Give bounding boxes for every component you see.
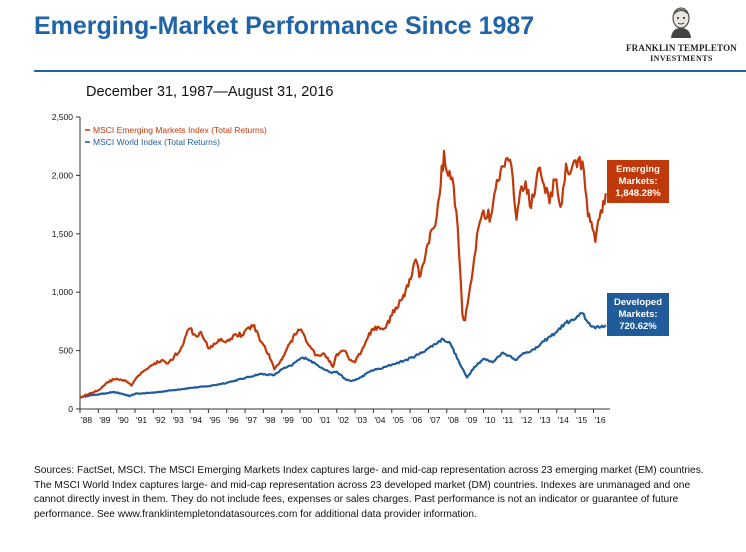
- x-tick-label: '99: [283, 415, 294, 425]
- x-tick-label: '16: [594, 415, 605, 425]
- chart-lines: [79, 149, 607, 399]
- x-tick-label: '13: [539, 415, 550, 425]
- x-tick-label: '88: [81, 415, 92, 425]
- callout-text: 1,848.28%: [615, 188, 661, 199]
- date-range-subtitle: December 31, 1987—August 31, 2016: [86, 84, 334, 100]
- x-tick-label: '12: [521, 415, 532, 425]
- title-divider: [34, 70, 746, 72]
- callout-box: [607, 293, 669, 336]
- franklin-portrait-icon: [671, 7, 691, 38]
- x-tick-label: '93: [173, 415, 184, 425]
- x-tick-label: '95: [209, 415, 220, 425]
- x-tick-label: '11: [503, 415, 514, 425]
- y-tick-label: 2,500: [52, 112, 74, 122]
- legend-label: MSCI World Index (Total Returns): [93, 137, 220, 147]
- y-tick-label: 0: [68, 404, 73, 414]
- legend-label: MSCI Emerging Markets Index (Total Retur…: [93, 125, 267, 135]
- x-tick-label: '08: [448, 415, 459, 425]
- x-tick-label: '07: [429, 415, 440, 425]
- callout-text: Markets:: [618, 176, 657, 187]
- x-tick-label: '98: [264, 415, 275, 425]
- chart-legend: MSCI Emerging Markets Index (Total Retur…: [85, 125, 267, 147]
- x-tick-label: '14: [558, 415, 569, 425]
- chart-axes: 0 500 1,000 1,500 2,000 2,500 '88 '89 '90 '91 '92 '…: [52, 112, 610, 425]
- x-tick-label: '91: [136, 415, 147, 425]
- y-tick-label: 2,000: [52, 170, 74, 180]
- franklin-templeton-logo: FRANKLIN TEMPLETON INVESTMENTS: [624, 6, 739, 64]
- x-tick-label: '10: [484, 415, 495, 425]
- series-line: [79, 149, 607, 399]
- logo-name: FRANKLIN TEMPLETON: [625, 43, 738, 53]
- page-title: Emerging-Market Performance Since 1987: [34, 12, 535, 40]
- y-tick-label: 1,000: [52, 287, 74, 297]
- callout-text: Emerging: [616, 164, 660, 175]
- x-tick-label: '00: [301, 415, 312, 425]
- x-tick-label: '04: [374, 415, 385, 425]
- series-line: [79, 312, 607, 399]
- x-tick-label: '97: [246, 415, 257, 425]
- sources-footnote: Sources: FactSet, MSCI. The MSCI Emergin…: [34, 465, 704, 520]
- chart-callouts: EmergingMarkets:1,848.28%DevelopedMarket…: [607, 160, 669, 336]
- x-tick-label: '92: [154, 415, 165, 425]
- x-tick-label: '02: [338, 415, 349, 425]
- callout-text: Developed: [614, 297, 662, 308]
- x-tick-label: '94: [191, 415, 202, 425]
- x-tick-label: '06: [411, 415, 422, 425]
- x-tick-label: '03: [356, 415, 367, 425]
- y-tick-label: 500: [59, 346, 73, 356]
- x-tick-label: '15: [576, 415, 587, 425]
- x-tick-label: '89: [99, 415, 110, 425]
- x-tick-label: '09: [466, 415, 477, 425]
- callout-box: [607, 160, 669, 203]
- callout-text: Markets:: [618, 309, 657, 320]
- logo-subname: INVESTMENTS: [650, 54, 713, 63]
- x-tick-label: '05: [393, 415, 404, 425]
- y-tick-label: 1,500: [52, 229, 74, 239]
- x-tick-label: '96: [228, 415, 239, 425]
- callout-text: 720.62%: [619, 321, 657, 332]
- x-tick-label: '01: [319, 415, 330, 425]
- x-tick-label: '90: [118, 415, 129, 425]
